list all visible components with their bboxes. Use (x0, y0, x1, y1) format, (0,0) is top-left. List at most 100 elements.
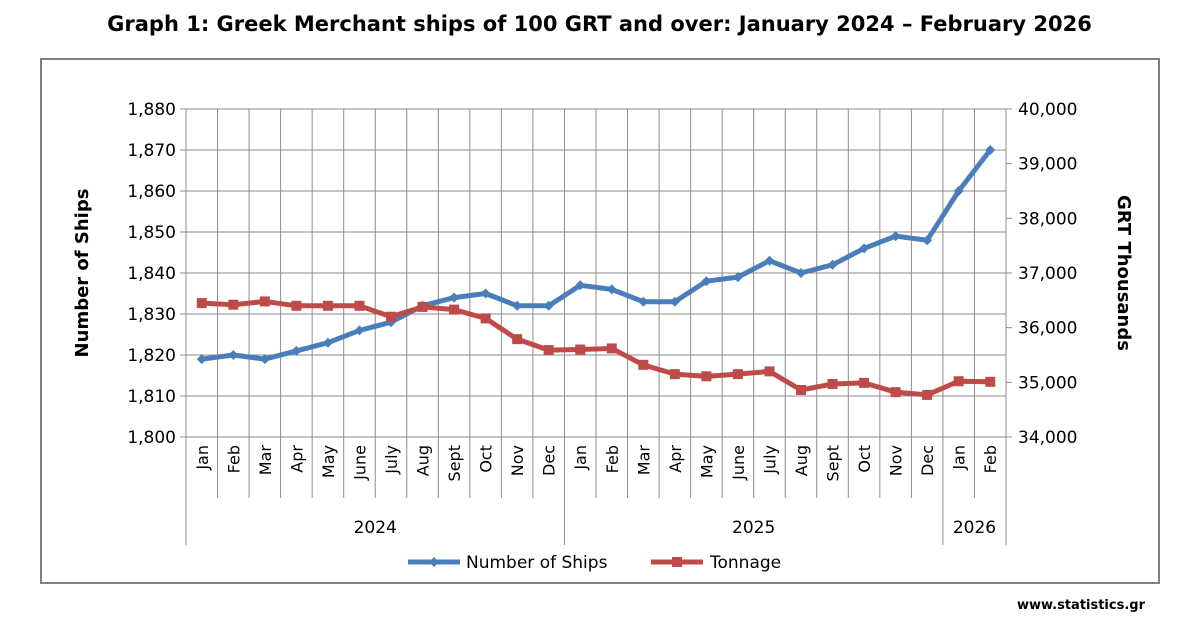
category-tick-label: May (319, 445, 338, 478)
tonnage-point (669, 369, 680, 380)
right-axis-tick-label: 34,000 (1018, 428, 1077, 448)
right-axis-tick-label: 40,000 (1018, 100, 1077, 120)
category-tick-label: Sept (445, 445, 464, 481)
left-axis-tick-label: 1,800 (127, 428, 176, 448)
category-tick-label: Nov (887, 445, 906, 476)
tonnage-point (701, 371, 712, 382)
category-tick-label: Jan (950, 445, 969, 471)
category-tick-label: Mar (256, 445, 275, 476)
tonnage-point (543, 345, 554, 356)
category-tick-label: Feb (981, 445, 1000, 473)
category-tick-label: Jan (571, 445, 590, 471)
number-of-ships-point (922, 235, 933, 246)
category-tick-label: June (350, 445, 369, 481)
number-of-ships-point (764, 255, 775, 266)
category-tick-label: July (760, 445, 779, 475)
source-credit: www.statistics.gr (1016, 598, 1145, 613)
number-of-ships-point (796, 268, 806, 278)
category-tick-label: Sept (824, 445, 843, 481)
category-tick-label: Aug (792, 445, 811, 476)
category-tick-label: Feb (224, 445, 243, 473)
tonnage-point (196, 298, 207, 309)
number-of-ships-point (575, 280, 586, 291)
right-axis-tick-label: 35,000 (1018, 373, 1077, 393)
number-of-ships-point (259, 354, 270, 365)
number-of-ships-point (606, 284, 617, 295)
left-axis-tick-label: 1,860 (127, 182, 176, 202)
category-tick-label: Dec (540, 445, 559, 476)
tonnage-point (796, 384, 806, 395)
tonnage-point (354, 300, 365, 311)
category-tick-label: May (697, 445, 716, 478)
category-tick-label: Jan (193, 445, 212, 471)
tonnage-point (732, 369, 743, 380)
legend-label: Number of Ships (466, 553, 608, 573)
category-tick-label: Oct (477, 445, 496, 473)
tonnage-point (764, 366, 775, 377)
left-axis-tick-label: 1,830 (127, 305, 176, 325)
number-of-ships-point (638, 296, 649, 307)
tonnage-line (199, 298, 993, 398)
legend-marker (429, 557, 439, 567)
left-axis-tick-label: 1,810 (127, 387, 176, 407)
category-tick-label: Feb (603, 445, 622, 473)
year-group-label: 2025 (732, 518, 775, 538)
number-of-ships-point (669, 296, 680, 307)
tonnage-point (890, 387, 901, 398)
category-tick-label: Nov (508, 445, 527, 476)
number-of-ships-point (953, 186, 964, 196)
category-tick-label: July (382, 445, 401, 475)
left-axis-tick-label: 1,870 (127, 141, 176, 161)
tonnage-point (449, 304, 460, 315)
legend-marker (672, 557, 682, 567)
tonnage-point (827, 378, 838, 389)
left-axis-tick-label: 1,850 (127, 223, 176, 243)
tonnage-point (575, 344, 586, 355)
left-axis-tick-label: 1,840 (127, 264, 176, 284)
number-of-ships-point (985, 145, 996, 155)
tonnage-point (859, 377, 870, 388)
tonnage-point (480, 313, 491, 324)
tonnage-point (953, 376, 964, 387)
tonnage-point (322, 300, 333, 311)
category-tick-label: Aug (414, 445, 433, 476)
tonnage-point (985, 376, 996, 387)
category-tick-label: Mar (634, 445, 653, 476)
left-axis-tick-label: 1,820 (127, 346, 176, 366)
tonnage-point (922, 389, 933, 400)
number-of-ships-point (859, 243, 870, 254)
tonnage-point (512, 334, 523, 345)
number-of-ships-point (890, 231, 901, 242)
left-axis-tick-label: 1,880 (127, 100, 176, 120)
right-axis-tick-label: 38,000 (1018, 209, 1077, 229)
number-of-ships-point (512, 300, 523, 311)
number-of-ships-point (480, 288, 491, 299)
chart-frame (40, 58, 1160, 584)
number-of-ships-point (228, 350, 239, 360)
category-tick-label: June (729, 445, 748, 481)
chart-title: Graph 1: Greek Merchant ships of 100 GRT… (107, 12, 1092, 36)
tonnage-point (417, 301, 428, 312)
number-of-ships-point (354, 325, 365, 336)
category-tick-label: Apr (287, 445, 306, 473)
year-group-label: 2024 (354, 518, 397, 538)
tonnage-point (259, 296, 270, 307)
category-tick-label: Apr (666, 445, 685, 473)
right-axis-tick-label: 37,000 (1018, 264, 1077, 284)
tonnage-point (228, 299, 239, 310)
number-of-ships-point (196, 354, 207, 365)
number-of-ships-point (291, 345, 302, 356)
number-of-ships-point (827, 259, 838, 270)
tonnage-point (291, 300, 302, 311)
category-tick-label: Oct (855, 445, 874, 473)
number-of-ships-point (322, 337, 333, 348)
tonnage-point (638, 359, 649, 370)
number-of-ships-point (732, 272, 743, 283)
number-of-ships-point (449, 292, 460, 303)
number-of-ships-line (199, 147, 993, 362)
year-group-label: 2026 (953, 518, 996, 538)
number-of-ships-point (701, 276, 712, 287)
left-axis-title: Number of Ships (72, 189, 93, 358)
legend-label: Tonnage (709, 553, 781, 573)
